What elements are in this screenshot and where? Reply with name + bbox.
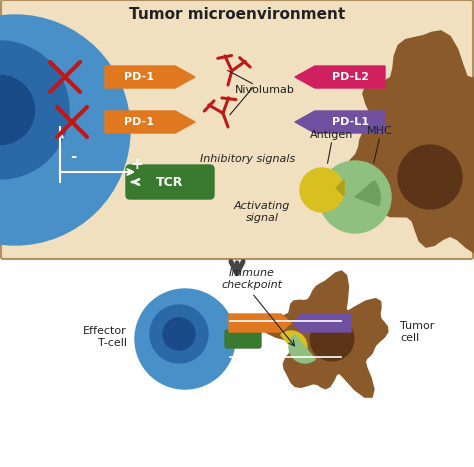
Wedge shape [289,335,315,363]
Circle shape [150,305,208,363]
FancyBboxPatch shape [1,0,473,259]
Polygon shape [328,31,474,255]
Wedge shape [319,161,391,233]
Wedge shape [355,181,380,205]
FancyBboxPatch shape [225,330,261,348]
Polygon shape [295,66,385,88]
Text: Immune
checkpoint: Immune checkpoint [221,269,283,290]
Circle shape [310,317,354,361]
Text: PD-L1: PD-L1 [332,117,369,127]
Polygon shape [295,111,385,133]
Text: PD-L2: PD-L2 [332,72,369,82]
Text: +: + [130,157,143,172]
FancyBboxPatch shape [126,165,214,199]
Text: Effector
T-cell: Effector T-cell [83,326,127,348]
Text: Activating
signal: Activating signal [234,201,290,223]
Polygon shape [105,66,195,88]
Circle shape [0,76,35,144]
Circle shape [135,289,235,389]
Polygon shape [260,271,388,397]
Text: Antigen: Antigen [310,130,354,140]
Polygon shape [229,314,291,332]
Wedge shape [281,331,307,359]
Circle shape [300,168,344,212]
Text: Tumor
cell: Tumor cell [400,321,434,343]
Text: Tumor microenvironment: Tumor microenvironment [129,7,345,22]
Text: PD-1: PD-1 [124,72,154,82]
Circle shape [0,15,130,245]
Text: PD-1: PD-1 [124,117,154,127]
Text: MHC: MHC [367,126,393,136]
Circle shape [163,318,195,350]
FancyBboxPatch shape [230,321,350,357]
Text: Inhibitory signals: Inhibitory signals [201,154,296,164]
Text: -: - [70,149,76,164]
Circle shape [398,145,462,209]
Polygon shape [105,111,195,133]
Polygon shape [293,314,351,332]
Polygon shape [336,180,344,196]
Circle shape [0,41,69,179]
Text: TCR: TCR [156,176,184,189]
Text: Nivolumab: Nivolumab [235,85,295,95]
